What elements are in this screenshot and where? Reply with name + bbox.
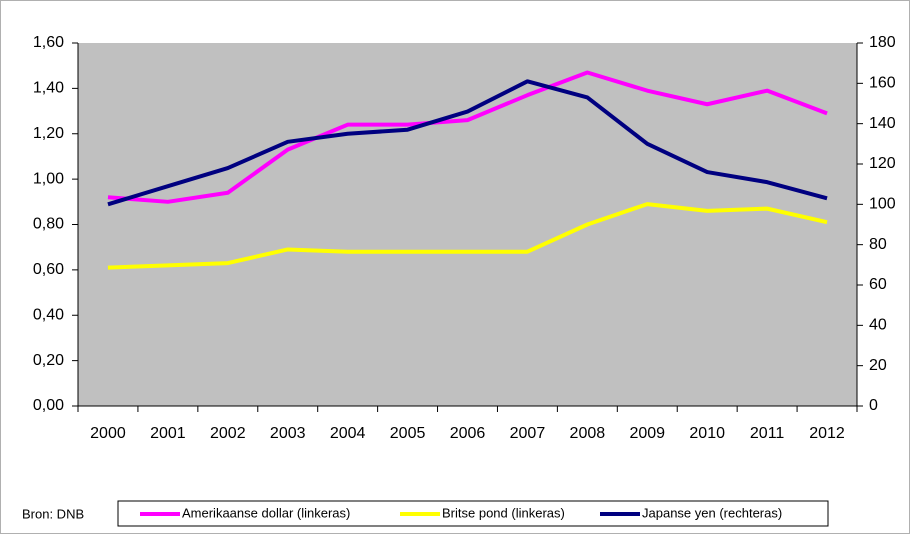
legend-label: Britse pond (linkeras)	[442, 505, 565, 520]
x-tick-label: 2002	[210, 425, 246, 442]
y-tick-label: 0,20	[33, 352, 64, 369]
y2-tick-label: 60	[869, 276, 887, 293]
source: Bron: DNB	[22, 506, 84, 521]
y2-tick-label: 180	[869, 34, 896, 51]
y-tick-label: 1,40	[33, 80, 64, 97]
y-tick-label: 1,20	[33, 125, 64, 142]
plot-area	[78, 43, 857, 406]
x-tick-label: 2005	[390, 425, 426, 442]
y2-tick-label: 140	[869, 115, 896, 132]
x-tick-label: 2007	[510, 425, 546, 442]
x-tick-label: 2012	[809, 425, 845, 442]
y2-tick-label: 0	[869, 397, 878, 414]
x-tick-label: 2004	[330, 425, 366, 442]
y2-tick-label: 160	[869, 75, 896, 92]
x-tick-label: 2001	[150, 425, 186, 442]
x-tick-label: 2010	[689, 425, 725, 442]
y-tick-label: 0,40	[33, 306, 64, 323]
series-line	[107, 79, 828, 207]
y2-tick-label: 100	[869, 196, 896, 213]
series-line	[107, 202, 828, 270]
y2-tick-label: 80	[869, 236, 887, 253]
y-tick-label: 0,60	[33, 261, 64, 278]
x-tick-label: 2006	[450, 425, 486, 442]
x-tick-label: 2008	[570, 425, 606, 442]
legend-box	[117, 500, 829, 527]
y-tick-label: 0,80	[33, 216, 64, 233]
y-tick-label: 1,00	[33, 170, 64, 187]
x-tick-label: 2000	[90, 425, 126, 442]
legend-label: Amerikaanse dollar (linkeras)	[182, 505, 350, 520]
x-tick-label: 2009	[629, 425, 665, 442]
x-tick-label: 2011	[750, 425, 785, 442]
y2-tick-label: 40	[869, 317, 887, 334]
y2-tick-label: 20	[869, 357, 887, 374]
series-line	[107, 70, 828, 204]
legend-label: Japanse yen (rechteras)	[642, 505, 782, 520]
y-tick-label: 1,60	[33, 34, 64, 51]
x-tick-label: 2003	[270, 425, 306, 442]
y2-tick-label: 120	[869, 155, 896, 172]
y-tick-label: 0,00	[33, 397, 64, 414]
